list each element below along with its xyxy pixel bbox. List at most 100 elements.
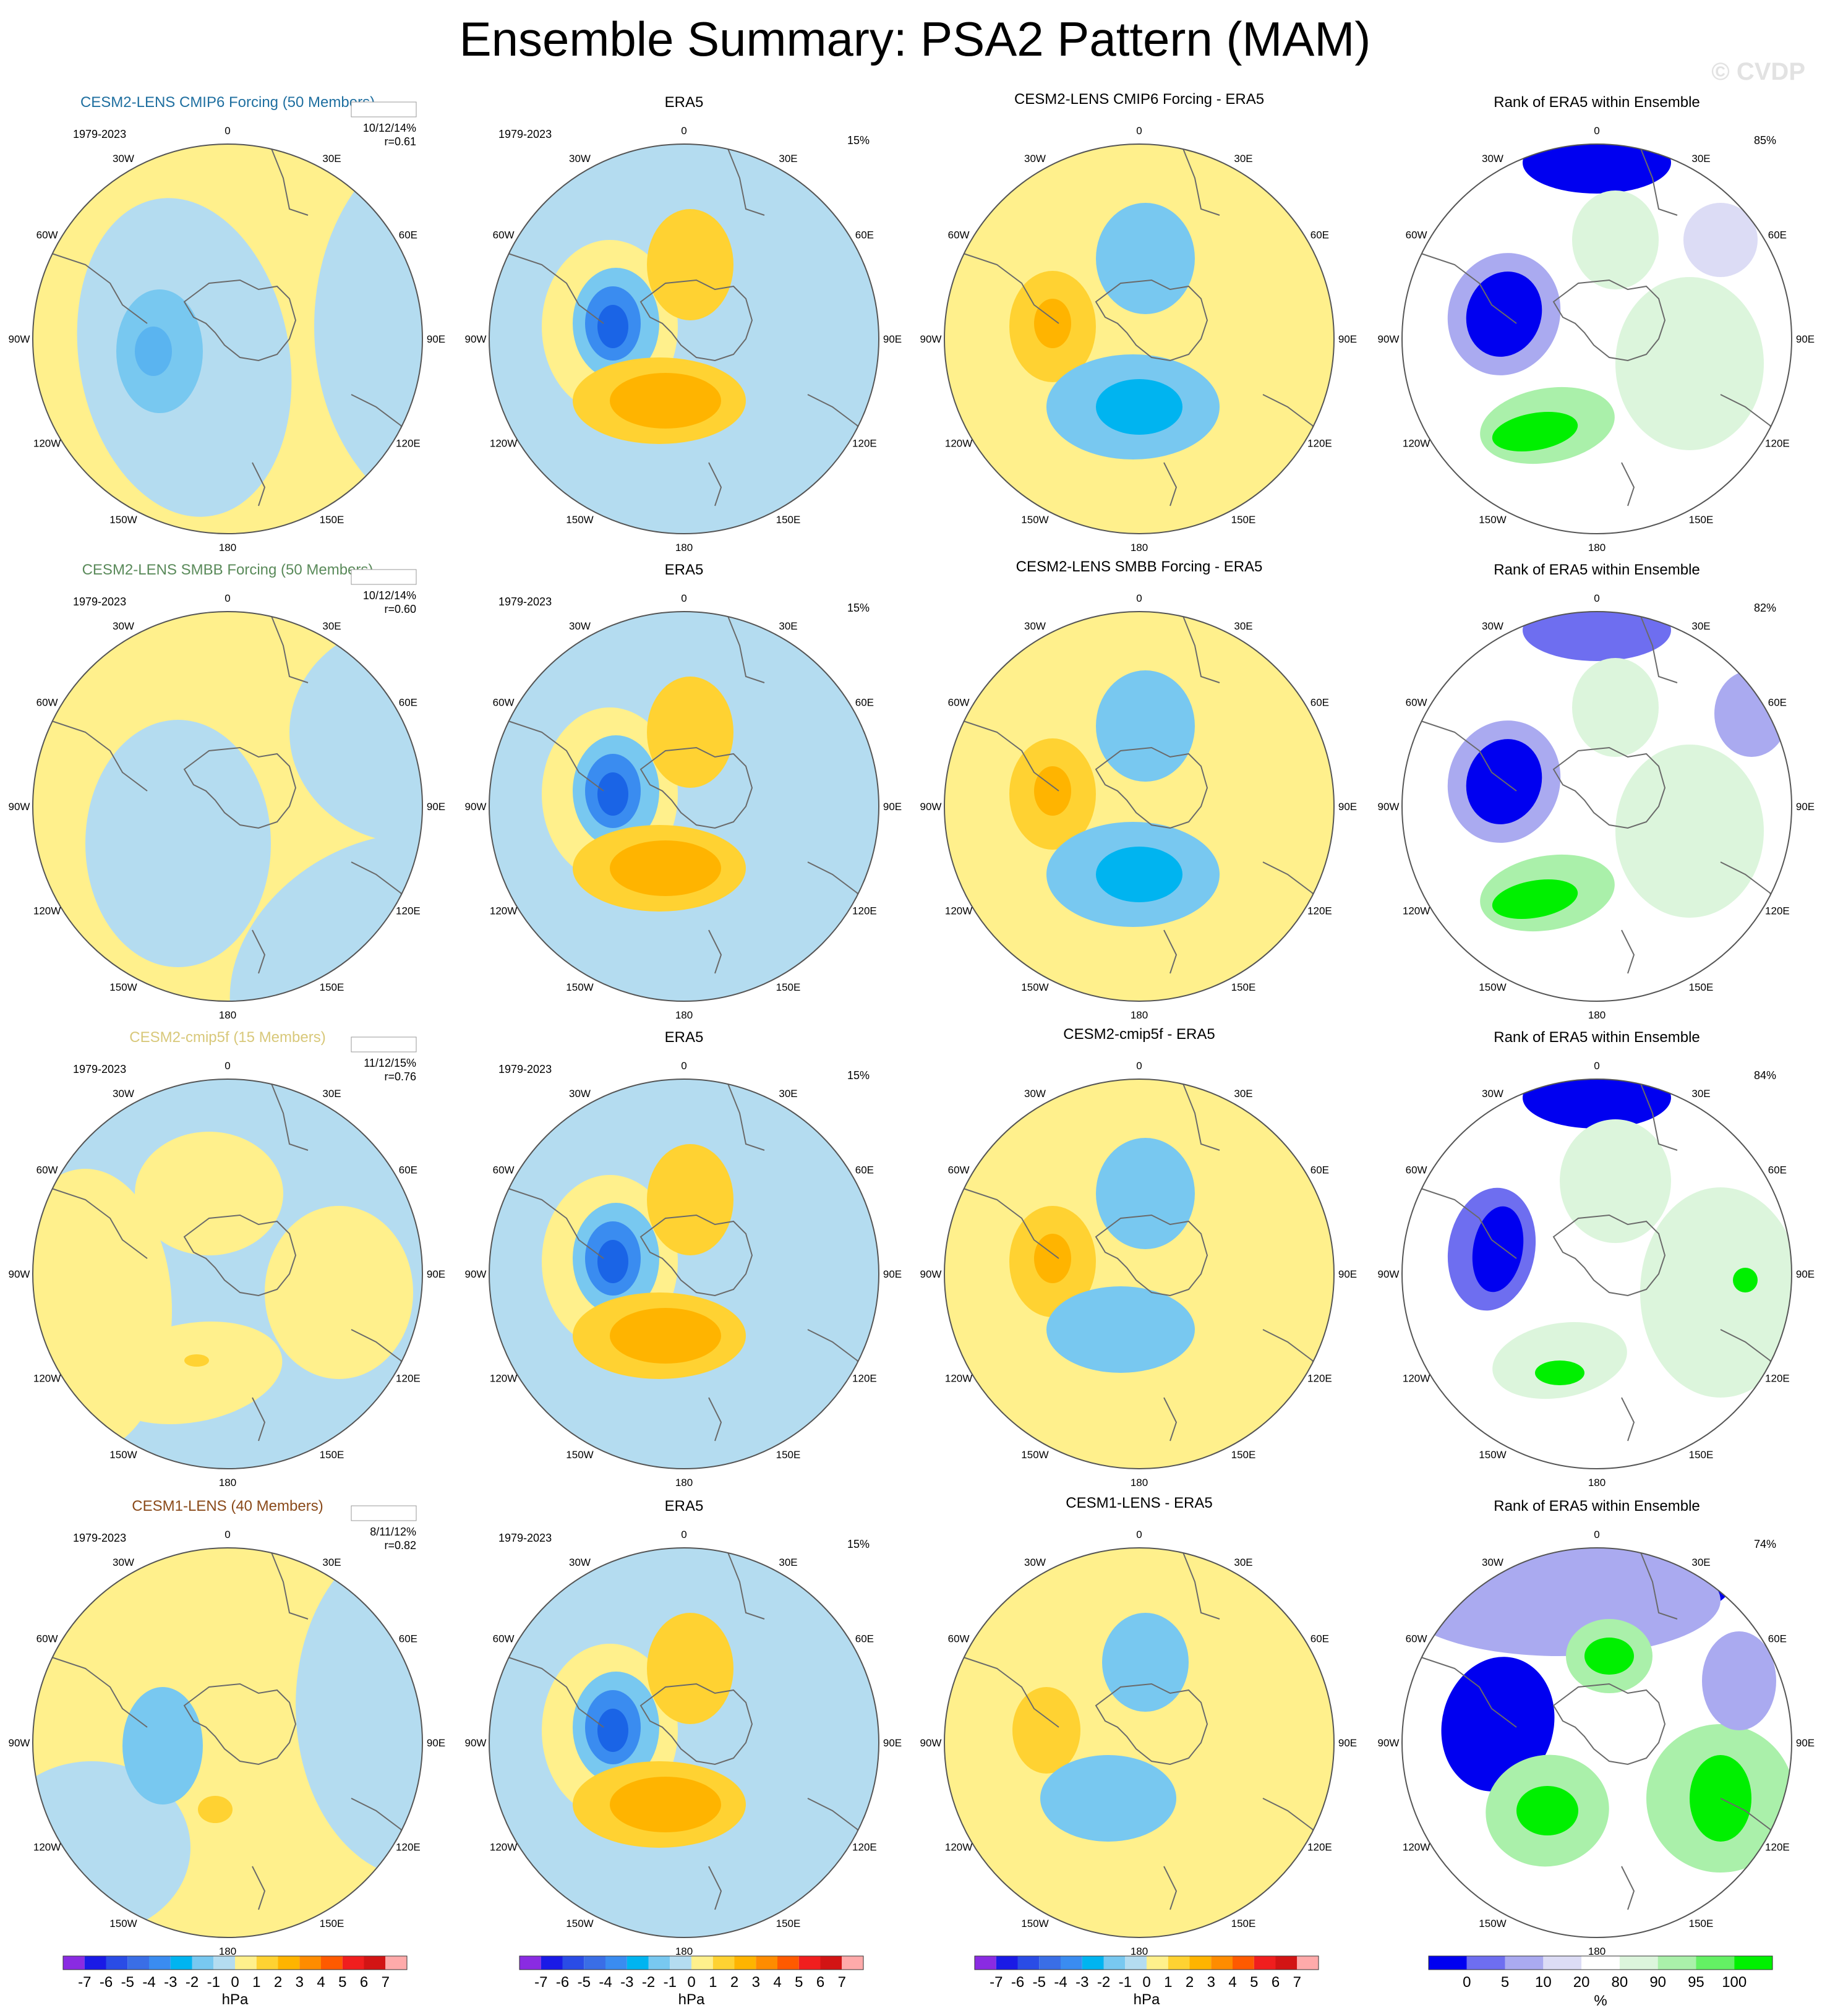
colorbar-frame (1428, 1955, 1773, 1970)
longitude-label: 120E (396, 1842, 421, 1853)
longitude-label: 30E (1234, 153, 1252, 164)
map-field (944, 612, 1334, 1001)
colorbar-swatch (1103, 1956, 1126, 1970)
contour-shade (1560, 1119, 1671, 1243)
member-spread-bar (351, 1036, 417, 1053)
contour-shade (1572, 658, 1659, 757)
longitude-label: 150W (109, 1918, 137, 1929)
south-america-coastline (959, 1655, 1059, 1728)
contour-shade (597, 1709, 628, 1752)
member-spread-bar (351, 569, 417, 585)
colorbar-swatch (106, 1956, 128, 1970)
longitude-label: 60W (493, 1633, 515, 1645)
longitude-label: 60E (1311, 1633, 1329, 1645)
colorbar-swatch (213, 1956, 235, 1970)
longitude-label: 60E (1768, 1633, 1787, 1645)
map-boundary (32, 143, 423, 534)
longitude-label: 0 (1594, 1060, 1599, 1072)
colorbar-tick: 6 (1272, 1974, 1280, 1991)
colorbar-tick: 4 (1228, 1974, 1236, 1991)
colorbar-tick: 95 (1688, 1974, 1704, 1991)
contour-shade (1034, 299, 1071, 348)
colorbar-tick: 1 (252, 1974, 260, 1991)
colorbar-tick: 5 (795, 1974, 803, 1991)
colorbar-tick: 4 (773, 1974, 781, 1991)
longitude-label: 60E (855, 229, 874, 241)
period-label: 1979-2023 (73, 1532, 126, 1544)
contour-shade (1441, 1657, 1555, 1792)
contour-shade (265, 1206, 413, 1379)
longitude-label: 150W (1479, 981, 1506, 993)
longitude-label: 30E (779, 1088, 797, 1100)
rank-panel: 0 30E 60E 90E 120E 150E 180 150W 120W 90W 60W 30W Ra… (1378, 562, 1815, 1021)
africa-coastline (1182, 1550, 1220, 1620)
rank-pct: 85% (1754, 134, 1776, 147)
longitude-label: 90W (9, 1737, 30, 1749)
longitude-label: 60E (1768, 229, 1787, 241)
contour-shade (1034, 1234, 1071, 1283)
longitude-label: 60E (1311, 1164, 1329, 1176)
longitude-label: 150E (776, 514, 801, 526)
colorbar-tick: 3 (296, 1974, 304, 1991)
longitude-label: 90W (465, 801, 487, 813)
contour-shade (647, 1144, 733, 1255)
longitude-label: 90E (883, 1268, 902, 1280)
longitude-label: 0 (1136, 592, 1142, 604)
pattern-correlation: r=0.82 (384, 1539, 416, 1552)
longitude-label: 120W (1403, 438, 1430, 450)
longitude-label: 0 (224, 125, 230, 137)
map-field (1402, 612, 1792, 1001)
colorbar-swatch (1297, 1956, 1319, 1970)
colorbar-tick: 10 (1535, 1974, 1552, 1991)
longitude-label: 150E (1231, 514, 1256, 526)
rank-panel: 0 30E 60E 90E 120E 150E 180 150W 120W 90W 60W 30W Ra… (1378, 94, 1815, 553)
colorbar-swatch (975, 1956, 996, 1970)
longitude-label: 30W (113, 1557, 134, 1568)
era5-title: ERA5 (665, 562, 704, 578)
africa-coastline (727, 1082, 765, 1151)
antarctica-coastline (1095, 1214, 1208, 1297)
longitude-label: 90E (1338, 801, 1357, 813)
colorbar-swatch (1147, 1956, 1168, 1970)
longitude-label: 0 (1594, 1529, 1599, 1540)
longitude-label: 120E (1765, 1373, 1790, 1385)
longitude-label: 90E (1796, 333, 1815, 345)
longitude-label: 60E (1768, 697, 1787, 709)
colorbar-swatch (842, 1956, 863, 1970)
colorbar-swatch (299, 1956, 321, 1970)
africa-coastline (270, 1082, 309, 1151)
new-zealand-coastline (252, 1397, 266, 1442)
longitude-label: 30W (1482, 153, 1503, 164)
difference-panel: 0 30E 60E 90E 120E 150E 180 150W 120W 90W 60W 30W CE… (920, 1026, 1358, 1489)
colorbar-tick: 2 (730, 1974, 738, 1991)
map-boundary (32, 1547, 423, 1938)
longitude-label: 30E (779, 620, 797, 632)
colorbar-tick: -2 (186, 1974, 199, 1991)
difference-panel: 0 30E 60E 90E 120E 150E 180 150W 120W 90W 60W 30W CE… (920, 91, 1358, 553)
longitude-label: 90E (883, 333, 902, 345)
longitude-label: 120W (490, 1842, 517, 1853)
contour-shade (1584, 1638, 1634, 1675)
colorbar-tick: -5 (121, 1974, 134, 1991)
longitude-label: 60E (399, 229, 417, 241)
longitude-label: 60W (948, 1164, 970, 1176)
colorbar-tick: 7 (1293, 1974, 1301, 1991)
variance-pct: 15% (847, 602, 870, 614)
contour-shade (1034, 766, 1071, 816)
rank-pct: 84% (1754, 1069, 1776, 1082)
colorbar-swatch (1233, 1956, 1254, 1970)
longitude-label: 150E (320, 514, 344, 526)
map-boundary (32, 1078, 423, 1469)
era5-title: ERA5 (665, 1498, 704, 1514)
colorbar-tick: -7 (534, 1974, 547, 1991)
longitude-label: 120E (852, 438, 877, 450)
longitude-label: 60W (493, 229, 515, 241)
contour-shade (647, 677, 733, 788)
period-label: 1979-2023 (73, 1063, 126, 1075)
pc-stats: 8/11/12% (370, 1526, 416, 1538)
longitude-label: 120W (490, 905, 517, 917)
longitude-label: 150W (109, 514, 137, 526)
map-boundary (489, 143, 879, 534)
colorbar-swatch (1189, 1956, 1212, 1970)
period-label: 1979-2023 (498, 1532, 552, 1544)
